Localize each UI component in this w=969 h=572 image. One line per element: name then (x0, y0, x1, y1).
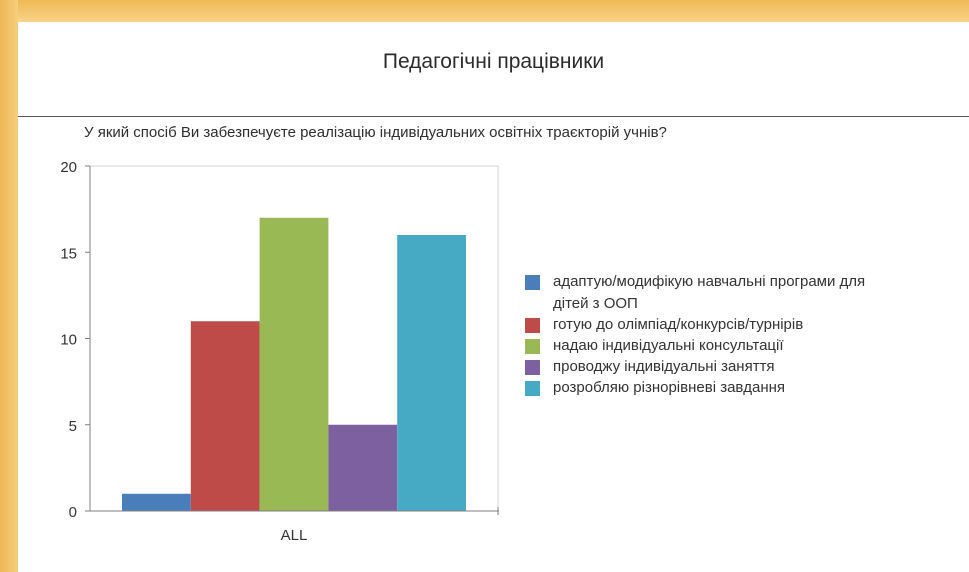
legend-item: надаю індивідуальні консультації (525, 337, 925, 357)
y-tick-label: 20 (60, 159, 77, 176)
legend-item: проводжу індивідуальні заняття (525, 358, 925, 378)
divider-line (18, 116, 969, 117)
y-tick-label: 15 (60, 245, 77, 262)
legend-label: надаю індивідуальні консультації (553, 337, 784, 354)
legend-swatch (525, 381, 540, 396)
background-frame-left (0, 0, 18, 572)
bar-series-1 (122, 493, 191, 511)
legend-item: готую до олімпіад/конкурсів/турнірів (525, 316, 925, 336)
bar-series-3 (259, 217, 329, 511)
legend-swatch (525, 275, 540, 290)
bar-series-5 (397, 235, 466, 511)
legend-item: адаптую/модифікую навчальні програми для… (525, 273, 925, 315)
legend-item: розробляю різнорівневі завдання (525, 379, 925, 399)
chart-legend: адаптую/модифікую навчальні програми для… (525, 273, 925, 401)
bar-chart: 0 5 10 15 20 ALL (60, 159, 499, 544)
slide-sheet: Педагогічні працівники У який спосіб Ви … (18, 22, 969, 572)
bar-series-2 (190, 321, 260, 511)
section-title: Педагогічні працівники (382, 50, 605, 73)
legend-swatch (525, 318, 540, 333)
legend-label: готую до олімпіад/конкурсів/турнірів (553, 316, 804, 333)
legend-label: проводжу індивідуальні заняття (553, 358, 775, 375)
background-frame-top (0, 0, 969, 22)
y-tick-label: 5 (69, 418, 77, 435)
x-tick-label: ALL (281, 527, 308, 544)
legend-swatch (525, 360, 540, 375)
legend-label: розробляю різнорівневі завдання (553, 379, 786, 396)
legend-label: адаптую/модифікую навчальні програми для… (553, 273, 866, 312)
y-tick-label: 10 (60, 332, 77, 349)
y-tick-label: 0 (69, 504, 77, 521)
legend-swatch (525, 339, 540, 354)
chart-question: У який спосіб Ви забезпечуєте реалізацію… (84, 124, 667, 141)
bar-series-4 (328, 424, 398, 511)
